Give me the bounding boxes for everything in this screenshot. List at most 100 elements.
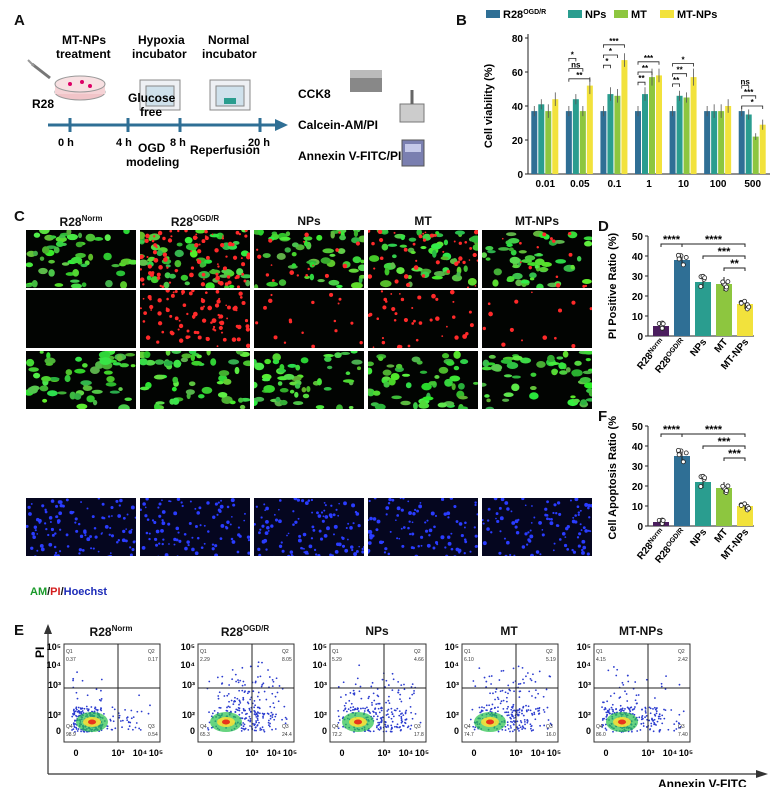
- sig-label: **: [576, 71, 583, 80]
- bar: [614, 95, 621, 174]
- quadrant-name: Q2: [148, 649, 155, 655]
- bar: [586, 85, 593, 174]
- bar: [718, 111, 725, 174]
- micrograph-pi: [140, 290, 250, 348]
- bar: [711, 111, 718, 174]
- sig-label: *: [571, 50, 575, 59]
- quadrant-value: 5.29: [332, 657, 342, 663]
- y-tick-label: 10⁴: [181, 660, 195, 670]
- bar: [745, 114, 752, 174]
- col-header: MT-NPs: [514, 214, 559, 228]
- x-tick-label: 0: [207, 748, 212, 758]
- y-axis-label: Cell Apoptosis Ratio (%): [607, 416, 619, 540]
- x-tick-label: MT: [713, 337, 731, 355]
- x-tick-label: 0.1: [607, 179, 621, 190]
- y-tick-label: 0: [637, 332, 643, 343]
- panel-e-label: E: [14, 622, 25, 639]
- sig-label: ns: [741, 78, 751, 87]
- y-tick-label: 10²: [314, 710, 327, 720]
- x-tick-label: 1: [646, 179, 652, 190]
- quadrant-name: Q3: [414, 724, 421, 730]
- data-point: [702, 475, 708, 481]
- y-tick-label: 10⁵: [577, 642, 591, 652]
- sig-label: ***: [728, 448, 742, 460]
- data-point: [660, 321, 666, 327]
- y-tick-label: 10²: [48, 710, 61, 720]
- quadrant-value: 0.17: [148, 657, 158, 663]
- data-point: [738, 300, 744, 306]
- sig-bracket: [723, 267, 746, 271]
- col-header: NPs: [297, 214, 321, 228]
- y-axis-label: PI Positive Ratio (%): [607, 232, 619, 339]
- sig-label: *: [682, 56, 686, 65]
- sig-bracket: [741, 105, 764, 109]
- bar: [716, 488, 732, 526]
- schematic-text: CCK8: [298, 87, 331, 101]
- sig-bracket: [603, 44, 625, 48]
- x-tick-label: 10⁴: [663, 748, 677, 758]
- y-tick-label: 20: [512, 136, 524, 147]
- sig-label: **: [638, 74, 645, 83]
- legend-swatch: [486, 10, 500, 18]
- y-tick-label: 60: [512, 68, 524, 79]
- quadrant-name: Q2: [546, 649, 553, 655]
- y-tick-label: 50: [632, 232, 644, 243]
- schematic-text: 0 h: [58, 137, 74, 149]
- x-tick-label: 10⁵: [679, 748, 693, 758]
- x-tick-label: 10³: [641, 748, 654, 758]
- x-tick-label: 10³: [509, 748, 522, 758]
- data-point: [698, 484, 704, 489]
- quadrant-value: 4.15: [596, 657, 606, 663]
- x-axis-label: MT concentration (µM): [590, 193, 708, 194]
- data-point: [738, 503, 744, 508]
- data-point: [725, 483, 731, 489]
- legend-label: R28OGD/R: [503, 9, 546, 21]
- sig-bracket: [672, 83, 680, 87]
- sig-bracket: [603, 54, 618, 58]
- y-tick-label: 10²: [446, 710, 459, 720]
- bar: [579, 111, 586, 174]
- quadrant-value: 65.3: [200, 732, 210, 738]
- col-header: MT: [414, 214, 432, 228]
- y-tick-label: 10⁴: [577, 660, 591, 670]
- bar: [695, 282, 711, 336]
- panel-a-label: A: [14, 12, 25, 29]
- x-tick-label: 0: [471, 748, 476, 758]
- schematic-text: incubator: [202, 47, 257, 61]
- sig-label: ***: [644, 54, 654, 63]
- schematic-text: free: [140, 105, 162, 119]
- y-tick-label: 0: [586, 726, 591, 736]
- sig-label: ****: [705, 234, 723, 246]
- y-tick-label: 30: [632, 462, 644, 473]
- x-tick-label: 0: [73, 748, 78, 758]
- sig-bracket: [741, 85, 750, 89]
- y-tick-label: 10⁴: [445, 660, 459, 670]
- schematic-text: OGD: [138, 141, 166, 155]
- y-tick-label: 40: [632, 442, 644, 453]
- data-point: [659, 325, 665, 331]
- data-point: [683, 450, 689, 456]
- legend-swatch: [660, 10, 674, 18]
- panel-b-label: B: [456, 12, 467, 29]
- y-tick-label: 10³: [578, 680, 591, 690]
- data-point: [702, 275, 708, 281]
- bar: [674, 260, 690, 336]
- quadrant-value: 0.54: [148, 732, 158, 738]
- quadrant-value: 24.4: [282, 732, 292, 738]
- data-point: [680, 262, 686, 268]
- x-tick-label: NPs: [688, 527, 709, 549]
- y-tick-label: 10⁴: [313, 660, 327, 670]
- sig-label: ***: [718, 436, 732, 448]
- sig-label: ****: [705, 424, 723, 436]
- bar: [737, 304, 753, 336]
- data-point: [724, 488, 729, 493]
- y-tick-label: 50: [632, 422, 644, 433]
- micrograph-pi: [482, 290, 592, 348]
- data-point: [724, 284, 729, 290]
- y-tick-label: 20: [632, 482, 644, 493]
- schematic-text: incubator: [132, 47, 187, 61]
